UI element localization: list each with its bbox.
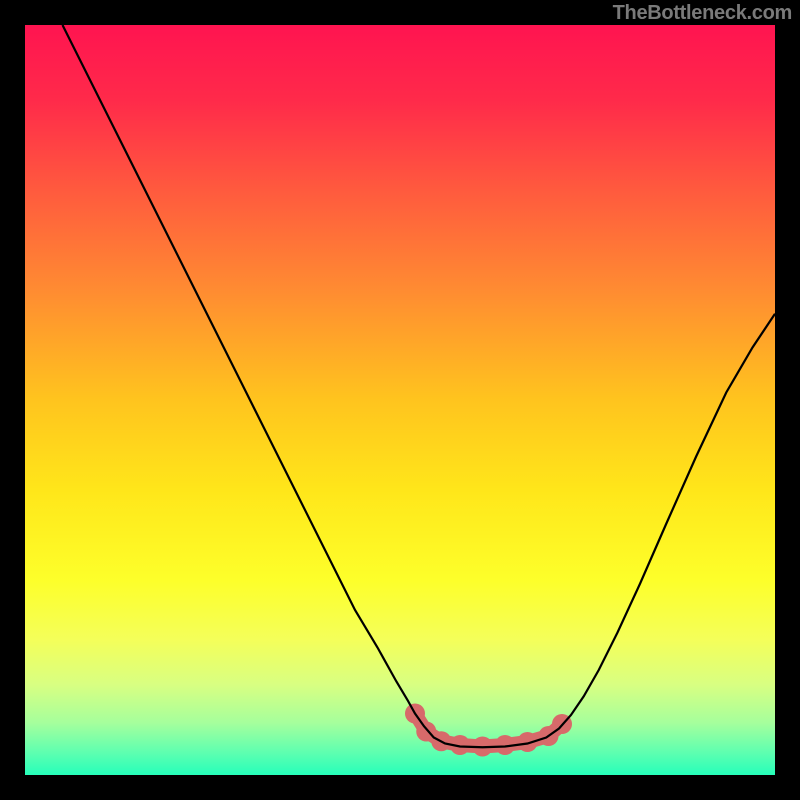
plot-area — [25, 25, 775, 775]
chart-frame: TheBottleneck.com — [0, 0, 800, 800]
attribution-text: TheBottleneck.com — [613, 2, 792, 25]
plot-svg — [25, 25, 775, 775]
gradient-background — [25, 25, 775, 775]
